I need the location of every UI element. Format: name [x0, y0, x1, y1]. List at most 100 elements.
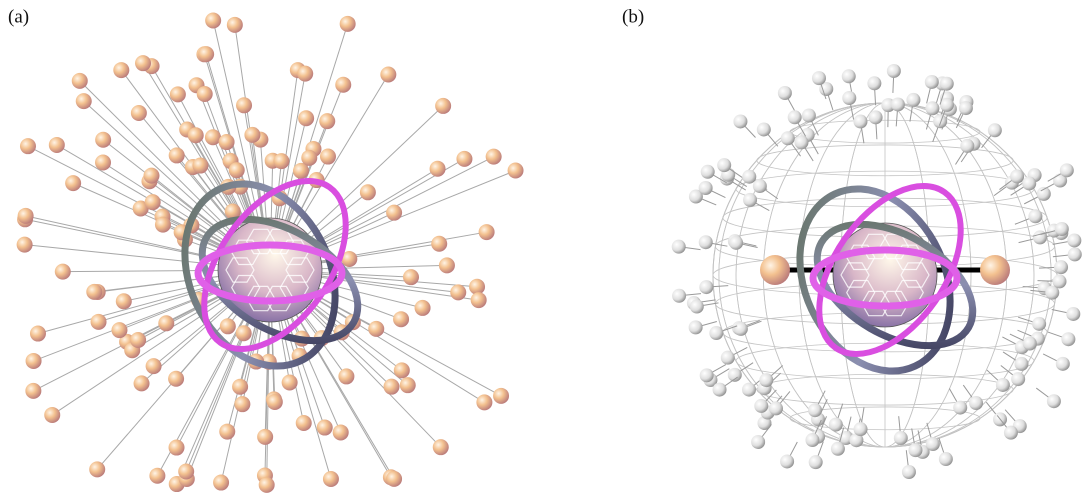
sphere	[960, 139, 974, 153]
sphere	[86, 284, 102, 300]
sphere	[701, 165, 715, 179]
sphere	[435, 98, 451, 114]
sphere	[781, 131, 795, 145]
sphere	[906, 93, 920, 107]
sphere	[476, 394, 492, 410]
sphere	[887, 64, 901, 78]
sphere	[729, 236, 743, 250]
sphere	[296, 415, 312, 431]
page: (a) (b) (() => { const data = JSON.parse…	[0, 0, 1091, 497]
sphere	[742, 170, 756, 184]
sphere	[493, 388, 509, 404]
sphere	[891, 97, 905, 111]
sphere	[213, 475, 229, 491]
sphere	[219, 134, 235, 150]
sphere	[969, 396, 983, 410]
sphere	[700, 368, 714, 382]
sphere	[267, 394, 283, 410]
sphere	[805, 433, 819, 447]
sphere	[1011, 372, 1025, 386]
sphere	[690, 300, 704, 314]
sphere	[95, 132, 111, 148]
sphere	[869, 110, 883, 124]
sphere	[842, 91, 856, 105]
sphere	[232, 379, 248, 395]
sphere	[743, 193, 757, 207]
sphere	[728, 368, 742, 382]
sphere	[812, 71, 826, 85]
sphere	[95, 154, 111, 170]
sphere	[20, 138, 36, 154]
sphere	[430, 161, 446, 177]
end-sphere	[980, 255, 1010, 285]
panel-label: (a)	[8, 6, 29, 27]
sphere	[1004, 426, 1018, 440]
sphere	[753, 179, 767, 193]
sphere	[754, 399, 768, 413]
sphere	[72, 73, 88, 89]
sphere	[317, 420, 333, 436]
sphere	[959, 101, 973, 115]
sphere	[30, 326, 46, 342]
sphere	[479, 224, 495, 240]
sphere	[18, 208, 34, 224]
sphere	[1066, 307, 1080, 321]
sphere	[135, 55, 151, 71]
sphere	[1052, 274, 1066, 288]
panel-b	[672, 64, 1082, 479]
sphere	[130, 332, 146, 348]
sphere	[198, 46, 214, 62]
sphere	[778, 86, 792, 100]
sphere	[1032, 317, 1046, 331]
sphere	[219, 424, 235, 440]
sphere	[433, 439, 449, 455]
sphere	[717, 158, 731, 172]
sphere	[908, 443, 922, 457]
sphere	[65, 175, 81, 191]
sphere	[298, 110, 314, 126]
sphere	[384, 379, 400, 395]
sphere	[802, 109, 816, 123]
sphere	[319, 113, 335, 129]
sphere	[1067, 233, 1081, 247]
sphere	[713, 383, 727, 397]
sphere	[829, 418, 843, 432]
sphere	[205, 129, 221, 145]
sphere	[925, 75, 939, 89]
sphere	[145, 194, 161, 210]
sphere	[1060, 163, 1074, 177]
sphere	[486, 149, 502, 165]
sphere	[1068, 247, 1082, 261]
sphere	[386, 471, 402, 487]
sphere	[925, 101, 939, 115]
sphere	[333, 424, 349, 440]
sphere	[699, 280, 713, 294]
sphere	[368, 321, 384, 337]
sphere	[168, 371, 184, 387]
sphere	[721, 351, 735, 365]
sphere	[699, 181, 713, 195]
sphere	[400, 377, 416, 393]
sphere	[301, 150, 317, 166]
sphere	[939, 452, 953, 466]
sphere	[227, 17, 243, 33]
sphere	[733, 114, 747, 128]
sphere	[933, 114, 947, 128]
sphere	[340, 16, 356, 32]
sphere	[335, 77, 351, 93]
sphere	[320, 149, 336, 165]
sphere	[842, 69, 856, 83]
sphere	[672, 240, 686, 254]
sphere	[323, 471, 339, 487]
sphere	[143, 168, 159, 184]
sphere	[431, 236, 447, 252]
sphere	[394, 362, 410, 378]
sphere	[742, 383, 756, 397]
sphere	[699, 235, 713, 249]
sphere	[1023, 337, 1037, 351]
sphere	[44, 407, 60, 423]
sphere	[131, 105, 147, 121]
sphere	[988, 123, 1002, 137]
sphere	[146, 358, 162, 374]
sphere	[229, 162, 245, 178]
